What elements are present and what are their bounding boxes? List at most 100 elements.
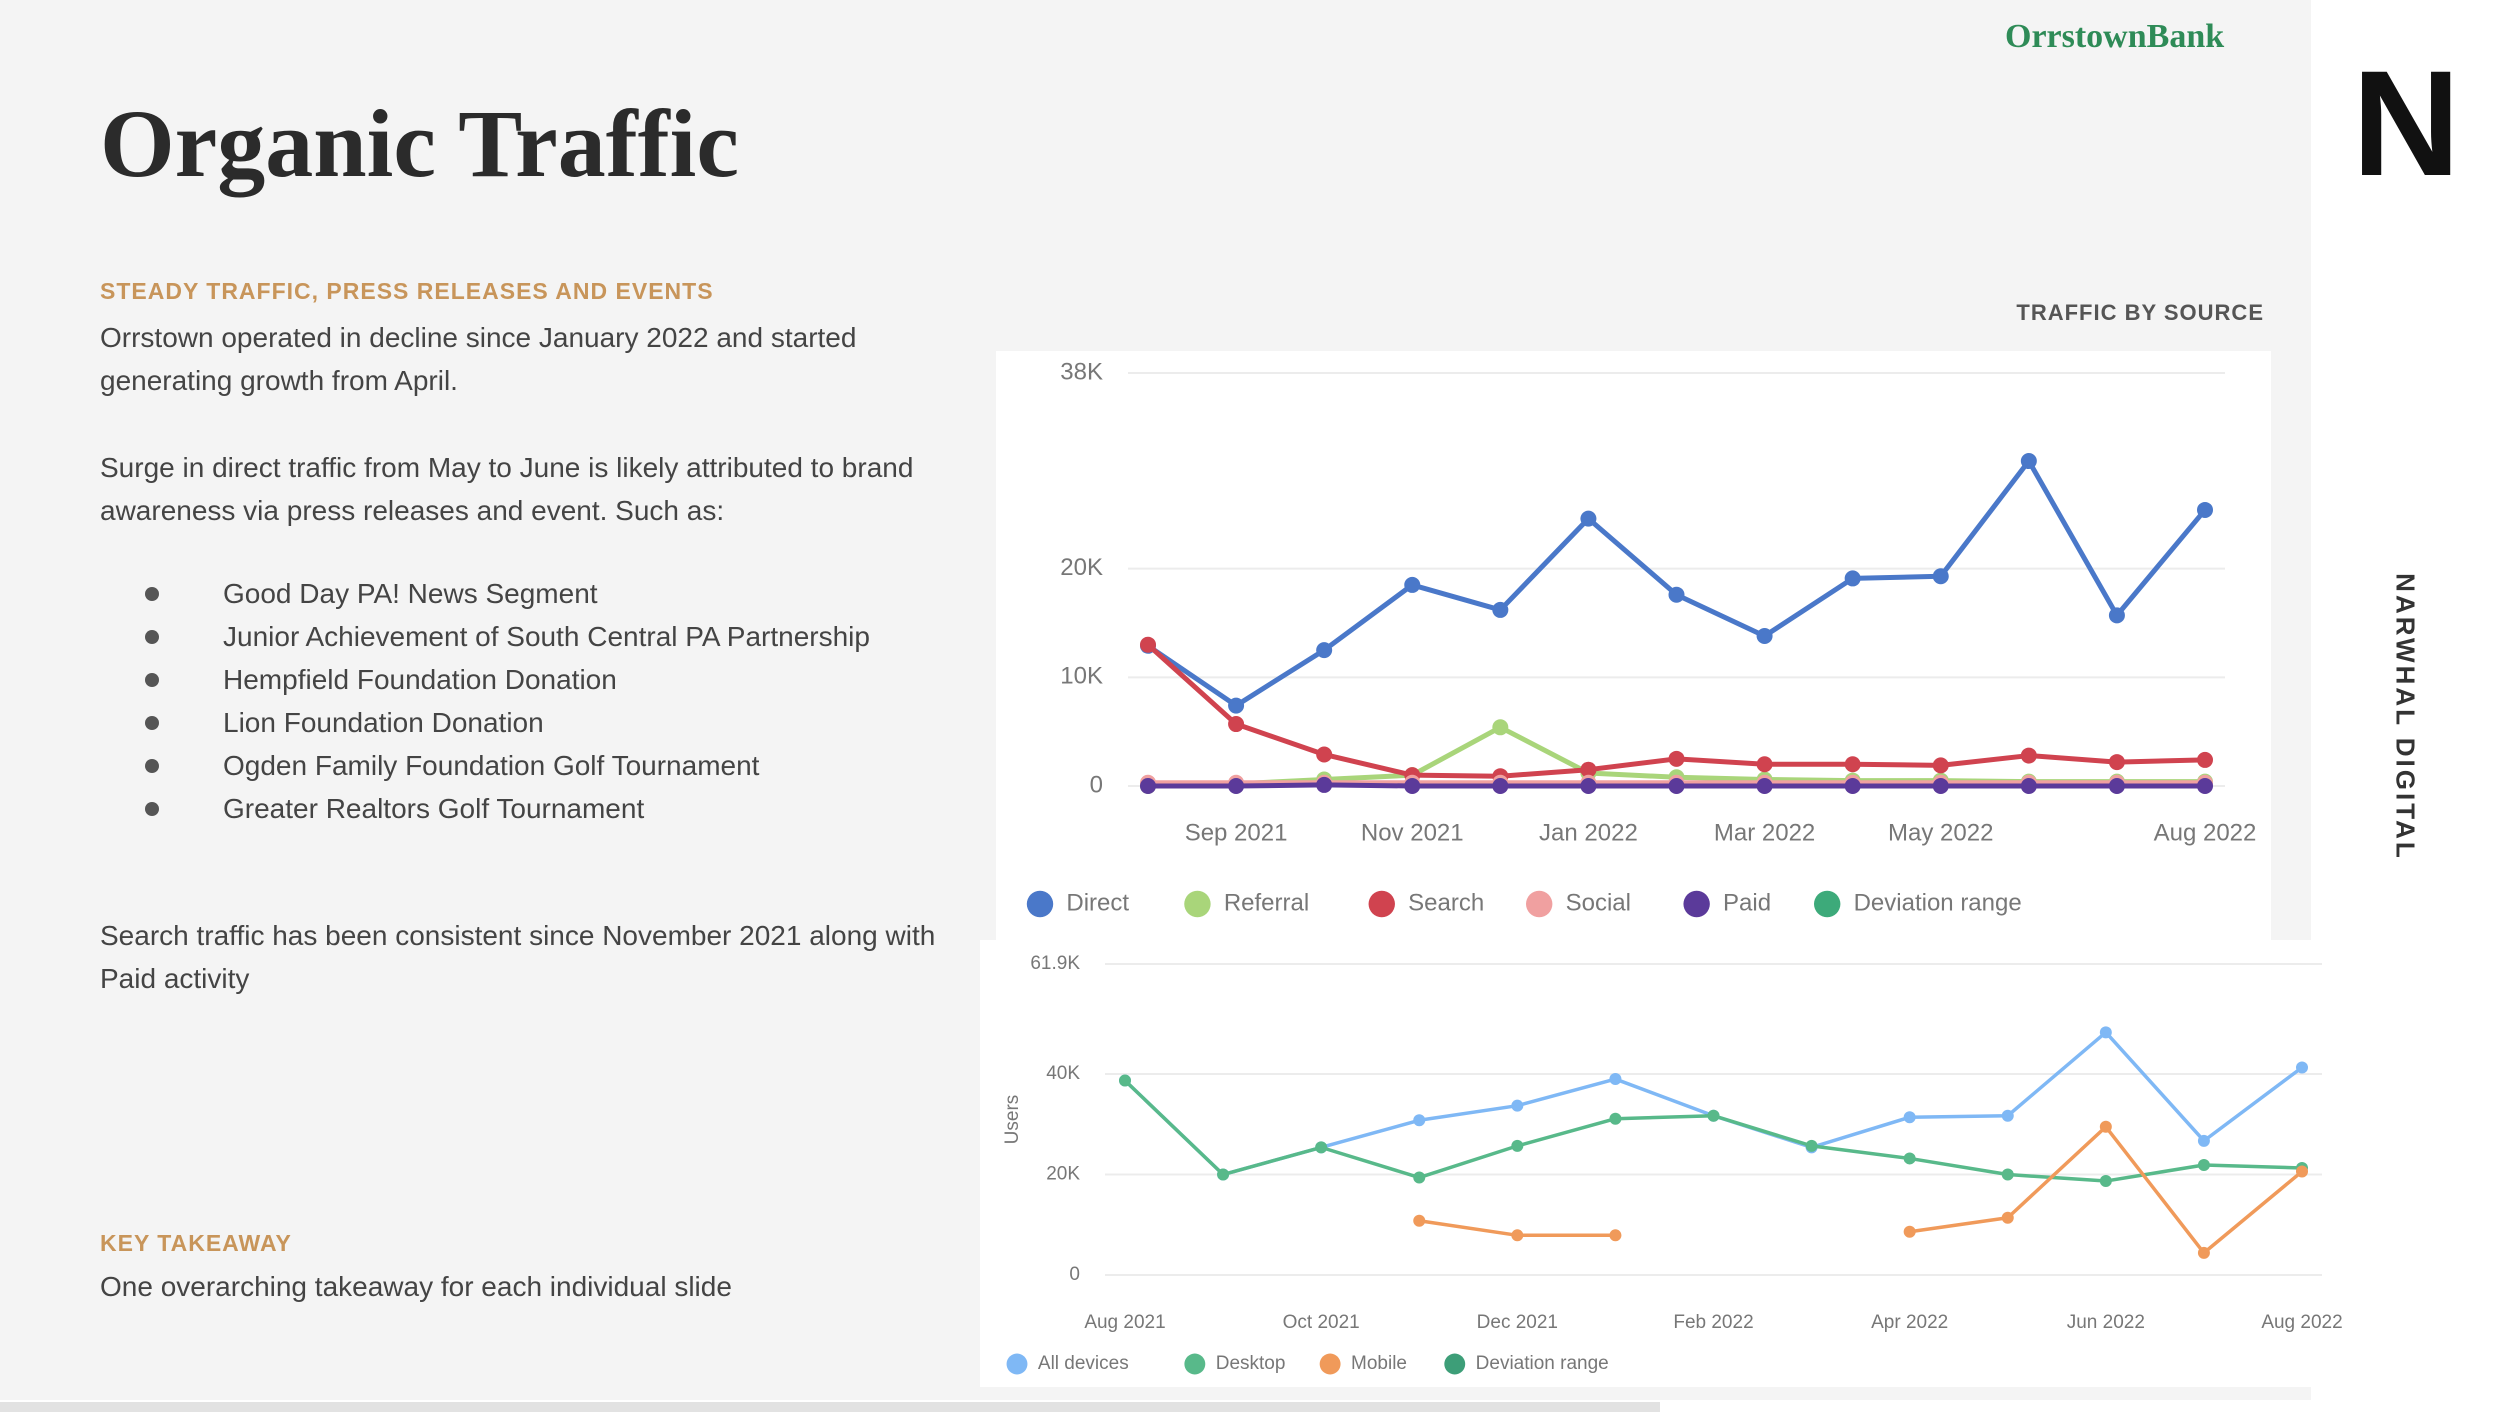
data-point: [2197, 751, 2213, 768]
paragraph: Search traffic has been consistent since…: [100, 920, 936, 994]
bullet: Lion Foundation Donation: [100, 701, 920, 744]
y-tick-label: 40K: [1046, 1063, 1080, 1084]
data-point: [1413, 1214, 1426, 1227]
legend-label: Desktop: [1216, 1353, 1286, 1374]
legend-label: Deviation range: [1854, 889, 2022, 916]
bullet: Good Day PA! News Segment: [100, 572, 920, 615]
x-tick-label: Aug 2022: [2261, 1312, 2342, 1333]
chart-title: TRAFFIC BY SOURCE: [2016, 300, 2264, 325]
legend-label: Social: [1566, 889, 1631, 916]
chart-background: [980, 940, 2311, 1387]
x-tick-label: Jan 2022: [1539, 819, 1638, 846]
data-point: [2197, 1246, 2210, 1259]
legend-swatch: [1814, 890, 1841, 918]
legend-swatch: [1319, 1353, 1341, 1375]
legend-swatch: [1026, 890, 1054, 918]
scrollbar: [0, 1402, 1660, 1412]
data-point: [2108, 607, 2125, 624]
data-point: [1315, 1141, 1328, 1154]
data-point: [1609, 1229, 1622, 1242]
y-tick-label: 61.9K: [1030, 953, 1080, 974]
data-point: [1511, 1099, 1524, 1112]
data-point: [1492, 778, 1509, 794]
data-point: [1511, 1139, 1524, 1152]
y-tick-label: 20K: [1046, 1164, 1080, 1185]
data-point: [2197, 1134, 2210, 1147]
data-point: [1903, 1225, 1916, 1238]
takeaway-heading: KEY TAKEAWAY: [100, 1230, 292, 1256]
bullet: Hempfield Foundation Donation: [100, 658, 920, 701]
data-point: [1580, 778, 1597, 794]
data-point: [1316, 746, 1333, 763]
bullet: Junior Achievement of South Central PA P…: [100, 615, 920, 658]
y-tick-label: 0: [1069, 1264, 1080, 1285]
x-tick-label: May 2022: [1888, 819, 1993, 846]
data-point: [1903, 1152, 1916, 1165]
data-point: [1668, 750, 1685, 767]
data-point: [1668, 586, 1685, 603]
data-point: [2108, 778, 2125, 794]
data-point: [1413, 1171, 1426, 1184]
data-point: [2108, 754, 2125, 771]
x-tick-label: Apr 2022: [1871, 1312, 1948, 1333]
data-point: [2020, 778, 2037, 794]
legend-swatch: [1006, 1353, 1028, 1375]
data-point: [1932, 778, 1949, 794]
legend-label: Mobile: [1351, 1353, 1407, 1374]
data-point: [1217, 1168, 1230, 1181]
legend-swatch: [1368, 890, 1395, 918]
data-point: [1668, 778, 1685, 794]
takeaway-text: One overarching takeaway for each indivi…: [100, 1271, 732, 1302]
legend-swatch: [1184, 1353, 1206, 1375]
data-point: [2197, 778, 2213, 794]
data-point: [2001, 1211, 2014, 1224]
x-tick-label: Feb 2022: [1673, 1312, 1753, 1333]
legend-swatch: [1444, 1353, 1466, 1375]
legend-swatch: [1526, 890, 1553, 918]
data-point: [1413, 1114, 1426, 1127]
bullet-list: Good Day PA! News Segment Junior Achieve…: [100, 572, 920, 830]
x-tick-label: Aug 2022: [2154, 819, 2257, 846]
y-tick-label: 20K: [1060, 554, 1103, 581]
paragraph: Orrstown operated in decline since Janua…: [100, 322, 857, 396]
x-tick-label: Nov 2021: [1361, 819, 1464, 846]
title: Organic Traffic: [100, 90, 739, 197]
data-point: [1609, 1073, 1622, 1086]
x-tick-label: Oct 2021: [1283, 1312, 1360, 1333]
data-point: [2296, 1165, 2308, 1178]
data-point: [1609, 1112, 1622, 1125]
data-point: [2020, 747, 2037, 764]
data-point: [1844, 778, 1861, 794]
data-point: [2099, 1175, 2112, 1188]
data-point: [1707, 1109, 1720, 1122]
section-heading: STEADY TRAFFIC, PRESS RELEASES AND EVENT…: [100, 278, 714, 304]
y-tick-label: 0: [1090, 771, 1103, 798]
data-point: [2001, 1109, 2014, 1122]
legend-label: All devices: [1038, 1353, 1129, 1374]
logo: N: [2352, 39, 2461, 207]
legend-swatch: [1683, 890, 1710, 918]
data-point: [1492, 601, 1509, 618]
x-tick-label: Sep 2021: [1185, 819, 1288, 846]
data-point: [1511, 1229, 1524, 1242]
data-point: [1404, 576, 1421, 593]
data-point: [1316, 642, 1333, 659]
data-point: [1844, 756, 1861, 773]
legend-label: Referral: [1224, 889, 1309, 916]
legend-label: Paid: [1723, 889, 1771, 916]
data-point: [2001, 1168, 2014, 1181]
data-point: [2197, 1158, 2210, 1171]
data-point: [1932, 568, 1949, 585]
legend-label: Search: [1408, 889, 1484, 916]
data-point: [1580, 510, 1597, 527]
y-tick-label: 10K: [1060, 663, 1103, 690]
data-point: [1404, 778, 1421, 794]
x-tick-label: Aug 2021: [1084, 1312, 1165, 1333]
data-point: [1228, 716, 1245, 733]
data-point: [1805, 1139, 1818, 1152]
paragraph: Surge in direct traffic from May to June…: [100, 452, 914, 526]
legend-label: Deviation range: [1476, 1353, 1609, 1374]
x-tick-label: Jun 2022: [2067, 1312, 2145, 1333]
